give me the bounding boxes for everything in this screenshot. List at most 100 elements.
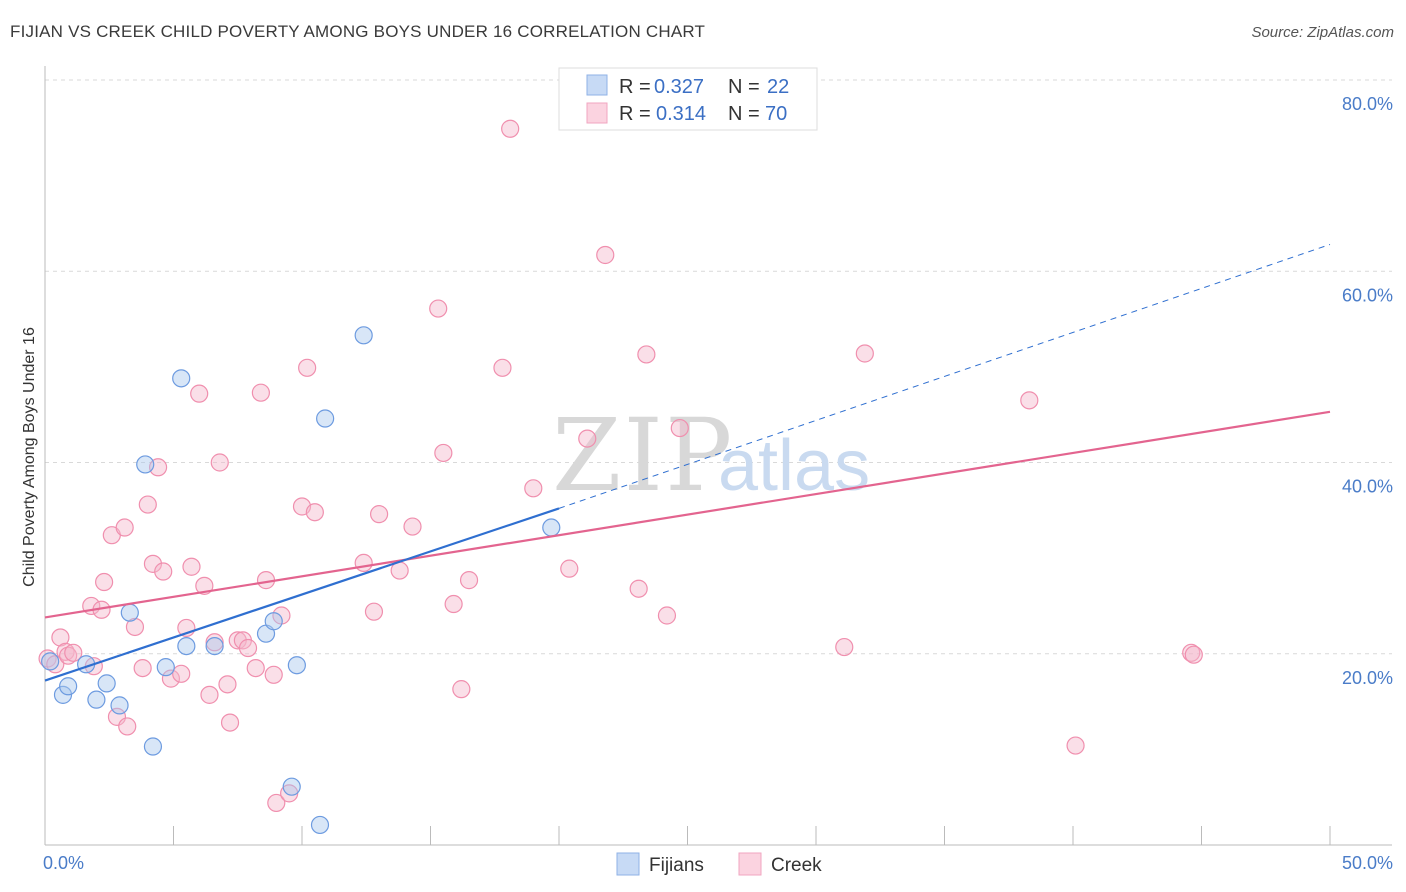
fijian-point-15 [264, 612, 283, 631]
creek-point-44 [354, 553, 373, 573]
fijian-points [41, 326, 561, 835]
fijian-point-6 [110, 696, 129, 715]
fijian-point-0 [41, 652, 60, 671]
creek-point-35 [251, 383, 270, 402]
creek-point-28 [210, 453, 229, 472]
legend-n-label-fijians: N = [728, 76, 760, 98]
creek-point-54 [493, 358, 512, 377]
creek-point-33 [238, 638, 258, 658]
creek-point-19 [154, 562, 173, 581]
fijian-point-20 [354, 326, 373, 345]
fijian-point-7 [120, 603, 139, 622]
legend-swatch-fijians [586, 74, 608, 96]
creek-point-29 [218, 675, 237, 694]
series-legend: Fijians Creek [616, 852, 822, 876]
fijian-point-1 [53, 685, 73, 704]
creek-point-50 [434, 443, 453, 463]
creek-point-56 [524, 479, 543, 498]
fijian-point-12 [177, 636, 196, 656]
correlation-legend: R = 0.327 N = 22 R = 0.314 N = 70 [558, 67, 818, 131]
legend-r-value-creek: 0.314 [656, 103, 706, 125]
creek-point-55 [501, 119, 520, 138]
y-tick-label-20: 20.0% [1342, 668, 1393, 688]
legend-swatch-creek [586, 102, 608, 124]
creek-point-43 [305, 503, 324, 522]
creek-point-23 [182, 557, 201, 576]
creek-point-13 [118, 717, 137, 736]
legend-r-label-fijians: R = [619, 76, 651, 98]
creek-point-68 [1182, 643, 1201, 662]
creek-point-62 [657, 606, 677, 625]
legend-n-label-creek: N = [728, 103, 760, 125]
creek-point-2 [51, 628, 70, 647]
creek-point-63 [670, 418, 689, 438]
legend-r-label-creek: R = [619, 103, 651, 125]
fijian-trend-line [44, 507, 560, 682]
creek-point-52 [452, 680, 471, 699]
y-tick-label-80: 80.0% [1342, 94, 1393, 114]
creek-point-58 [578, 429, 597, 448]
bottom-legend-creek: Creek [771, 855, 822, 876]
creek-point-38 [267, 793, 286, 813]
grid-lines [45, 79, 1392, 655]
creek-point-16 [138, 495, 157, 514]
legend-n-value-fijians: 22 [767, 76, 789, 98]
creek-point-59 [596, 245, 615, 265]
creek-point-1 [46, 655, 65, 674]
creek-points [38, 119, 1203, 813]
fijian-point-5 [97, 674, 116, 693]
fijian-point-9 [143, 737, 163, 756]
fijian-point-13 [205, 636, 224, 656]
creek-point-49 [429, 299, 448, 318]
fijian-point-21 [542, 518, 561, 537]
legend-r-value-fijians: 0.327 [654, 76, 704, 98]
creek-point-65 [855, 344, 874, 363]
fijian-point-17 [287, 656, 306, 675]
chart-title: FIJIAN VS CREEK CHILD POVERTY AMONG BOYS… [10, 22, 706, 41]
creek-point-15 [133, 658, 152, 678]
fijian-point-18 [310, 815, 330, 835]
fijian-point-11 [172, 369, 191, 388]
trend-lines [44, 244, 1331, 682]
fijian-point-4 [87, 690, 106, 709]
bottom-legend-swatch-fijians [616, 852, 640, 876]
creek-point-46 [370, 505, 389, 524]
creek-point-4 [59, 646, 78, 665]
fijian-point-8 [136, 455, 155, 474]
watermark: ZIP atlas [552, 397, 870, 514]
creek-point-64 [835, 637, 854, 657]
creek-point-51 [444, 594, 463, 614]
creek-point-20 [161, 669, 181, 688]
x-tick-label-min: 0.0% [43, 853, 84, 873]
y-tick-label-40: 40.0% [1342, 477, 1393, 497]
creek-point-42 [298, 358, 317, 377]
creek-point-60 [629, 579, 648, 598]
fijian-point-16 [282, 777, 301, 796]
creek-point-5 [64, 643, 83, 662]
creek-point-53 [459, 571, 479, 590]
creek-point-66 [1020, 391, 1039, 410]
creek-point-61 [637, 345, 656, 364]
creek-point-24 [190, 384, 209, 403]
creek-point-9 [95, 572, 114, 592]
creek-trend-line [44, 410, 1331, 619]
creek-point-34 [246, 658, 265, 678]
y-tick-label-60: 60.0% [1342, 285, 1393, 305]
creek-point-67 [1066, 736, 1085, 755]
creek-point-48 [403, 517, 422, 536]
creek-point-14 [125, 617, 145, 637]
creek-point-27 [205, 633, 224, 652]
creek-point-26 [200, 685, 219, 704]
creek-point-37 [264, 665, 283, 684]
creek-point-69 [1184, 645, 1203, 664]
fijian-point-2 [59, 677, 78, 696]
source-label: Source: ZipAtlas.com [1251, 24, 1394, 41]
creek-point-31 [228, 631, 247, 650]
bottom-legend-fijians: Fijians [649, 855, 704, 876]
creek-point-12 [115, 518, 134, 537]
creek-point-45 [364, 602, 384, 621]
bottom-legend-swatch-creek [738, 852, 762, 876]
creek-point-17 [143, 554, 163, 573]
creek-point-25 [195, 576, 214, 595]
